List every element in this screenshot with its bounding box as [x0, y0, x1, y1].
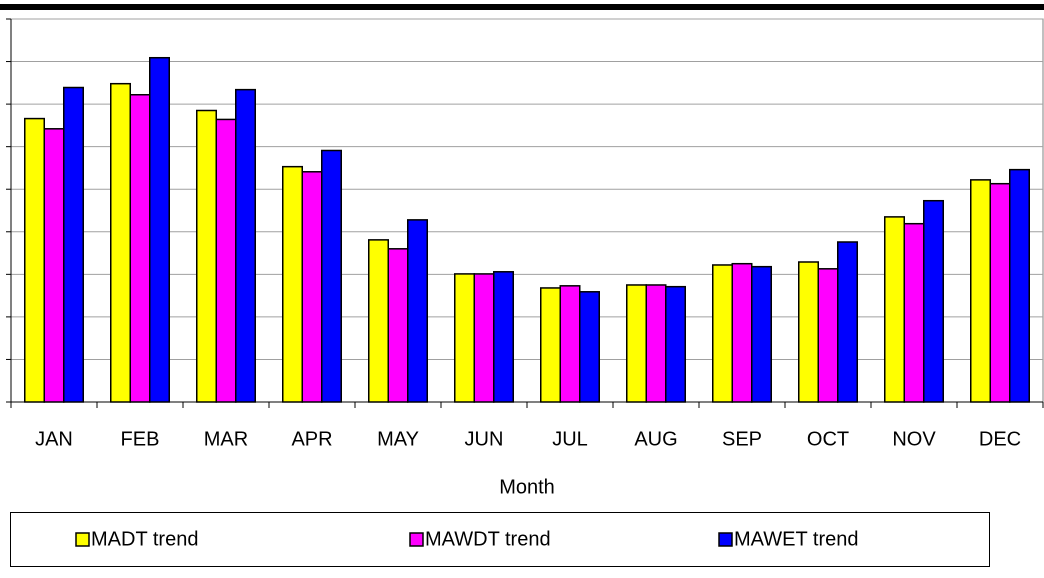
- bar: [923, 199, 944, 403]
- bar: [301, 171, 323, 403]
- bar: [63, 86, 84, 403]
- bar: [559, 285, 581, 403]
- bar: [989, 182, 1011, 403]
- legend-swatch: [718, 532, 733, 547]
- x-tick-label: MAR: [204, 428, 248, 450]
- bar: [321, 149, 342, 403]
- bar: [215, 118, 237, 403]
- x-tick-label: JAN: [35, 428, 73, 450]
- bar: [798, 261, 819, 403]
- bar: [282, 165, 303, 403]
- x-tick-label: FEB: [121, 428, 160, 450]
- legend-swatch: [75, 532, 90, 547]
- bar: [43, 128, 65, 403]
- legend: [10, 512, 990, 567]
- top-rule: [0, 4, 1044, 10]
- bar: [903, 222, 925, 403]
- legend-label: MAWET trend: [734, 528, 858, 550]
- bar: [645, 284, 667, 403]
- x-tick-label: SEP: [722, 428, 762, 450]
- x-tick-label: JUN: [465, 428, 504, 450]
- x-tick-label: APR: [291, 428, 332, 450]
- legend-swatch: [409, 532, 424, 547]
- x-tick-label: AUG: [634, 428, 677, 450]
- bar: [540, 287, 561, 403]
- bar: [24, 117, 45, 403]
- bar: [626, 284, 647, 403]
- bar: [129, 93, 151, 403]
- x-tick-label: JUL: [552, 428, 588, 450]
- bar: [235, 88, 256, 403]
- x-tick-label: NOV: [892, 428, 936, 450]
- bar: [473, 273, 495, 403]
- bar: [493, 271, 514, 403]
- bar: [837, 241, 858, 403]
- bar: [196, 109, 217, 403]
- x-tick-label: DEC: [979, 428, 1021, 450]
- bar: [110, 82, 131, 403]
- x-tick-label: MAY: [377, 428, 419, 450]
- bar: [454, 273, 475, 403]
- bar: [817, 268, 839, 403]
- legend-label: MADT trend: [91, 528, 198, 550]
- bar: [712, 264, 733, 403]
- bar: [665, 285, 686, 403]
- bar: [731, 262, 753, 403]
- bar: [149, 56, 170, 403]
- x-tick-label: OCT: [807, 428, 849, 450]
- bar: [368, 239, 389, 403]
- bar: [751, 265, 772, 403]
- bar: [579, 291, 600, 403]
- bar: [1009, 168, 1030, 403]
- bar: [407, 219, 428, 403]
- x-axis-label: Month: [499, 476, 555, 498]
- bar: [387, 248, 409, 403]
- legend-label: MAWDT trend: [425, 528, 551, 550]
- bar: [970, 179, 991, 403]
- bar: [884, 216, 905, 403]
